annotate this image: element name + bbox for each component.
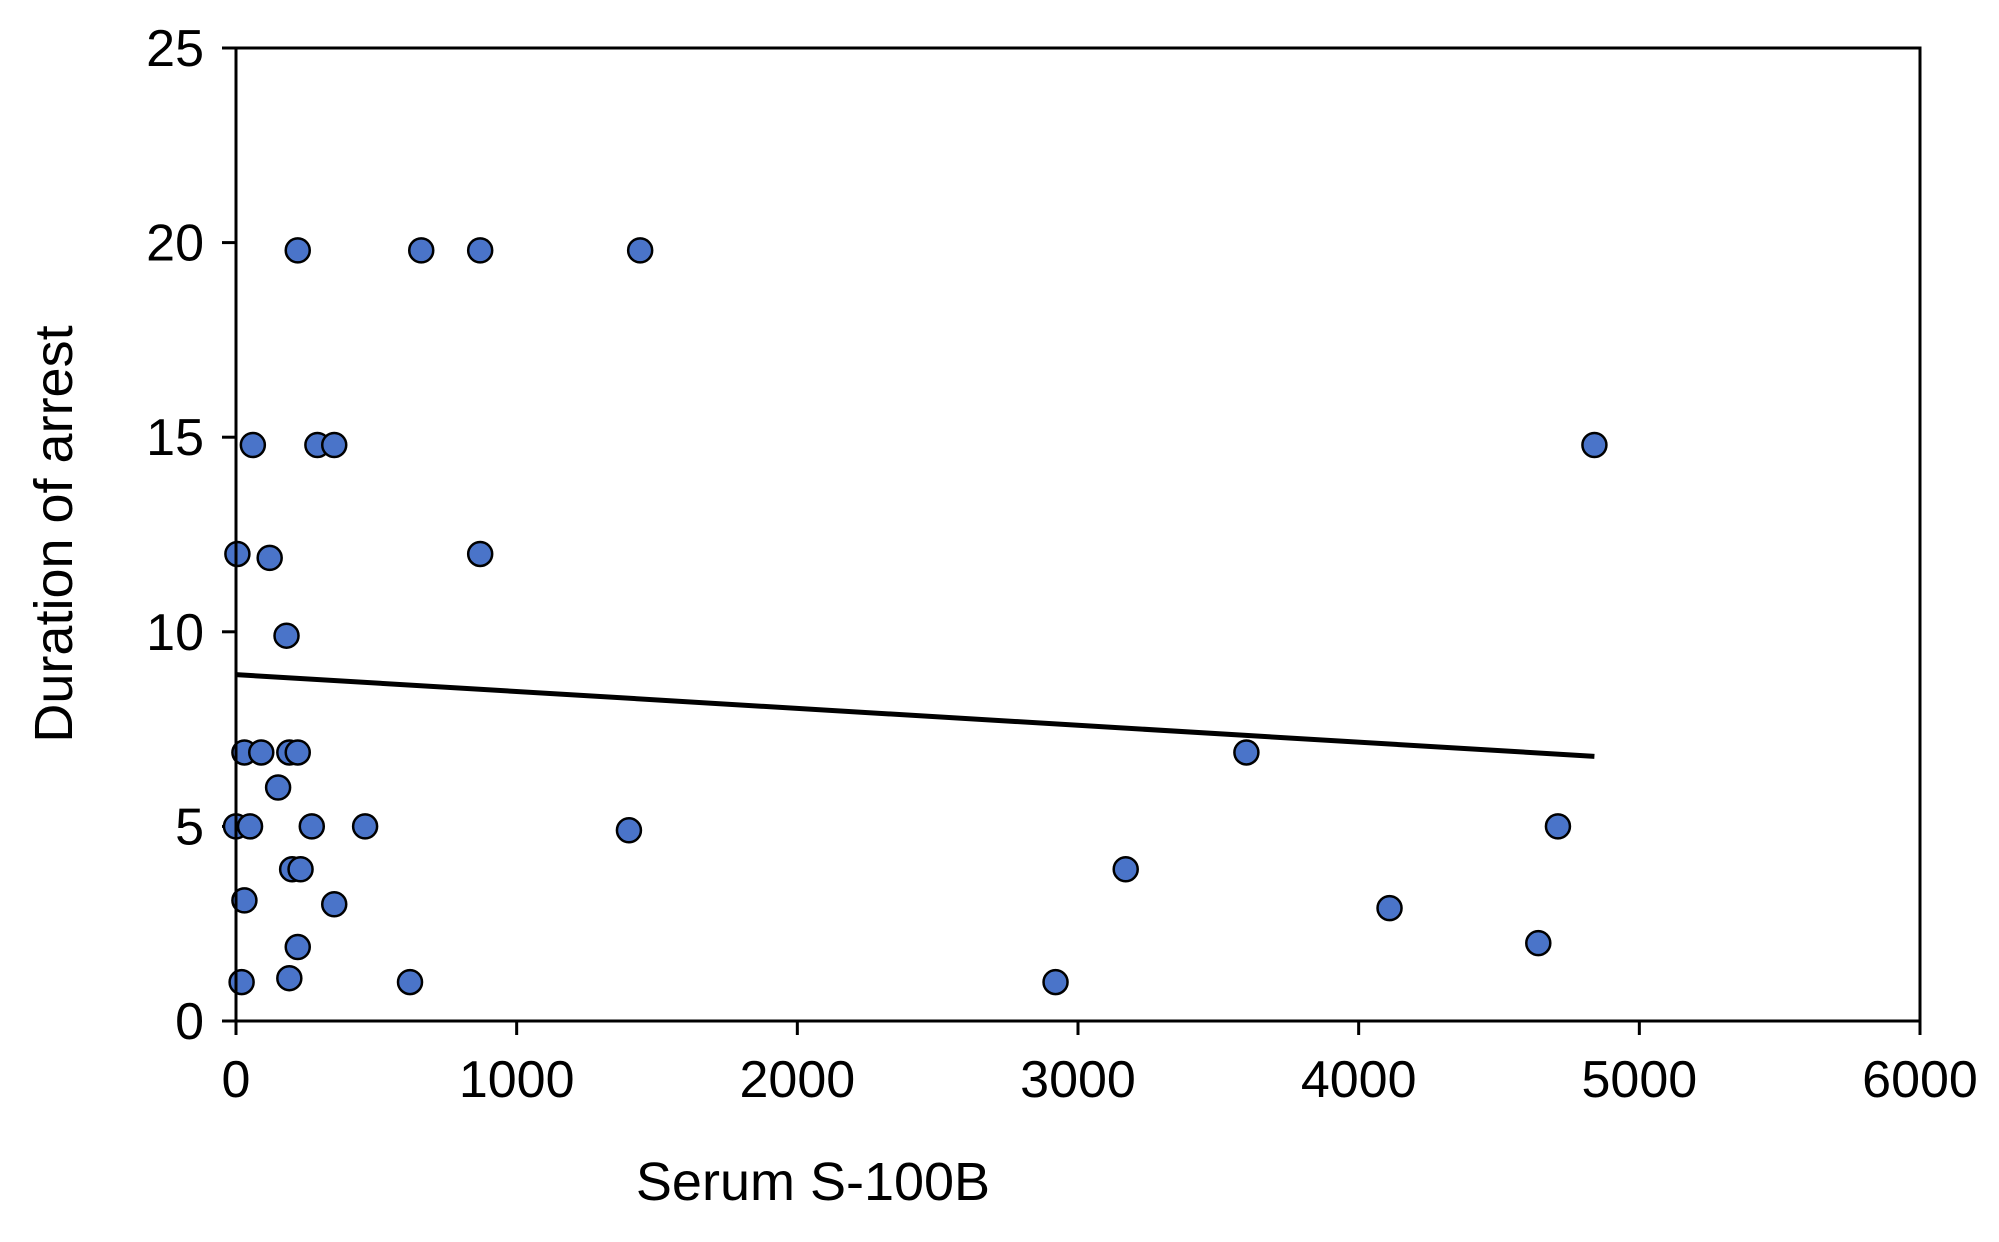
x-tick-label: 4000 [1301,1051,1417,1109]
data-point [287,855,314,883]
data-point [264,774,292,801]
data-point [256,544,283,572]
plot-area-frame [234,46,1922,1023]
data-point [1525,929,1552,957]
data-point [466,540,494,568]
data-point [1042,968,1069,996]
x-tick-label: 3000 [1020,1051,1136,1109]
y-tick-label: 10 [146,604,204,662]
x-axis-title: Serum S-100B [636,1152,990,1212]
data-point [284,933,311,961]
data-point [1544,813,1572,840]
data-point [228,968,255,996]
data-point [276,964,303,992]
data-point [1112,855,1139,883]
y-tick-label: 0 [175,993,204,1051]
y-axis-title: Duration of arrest [24,325,84,742]
y-tick-label: 25 [146,20,204,78]
data-point [407,237,435,264]
data-point [239,431,267,459]
regression-line [235,672,1595,759]
data-point [273,622,300,649]
data-point [320,890,348,918]
x-tick-label: 0 [222,1051,251,1109]
tick-labels-layer: 0 1000 2000 3000 4000 5000 6000 0 5 10 15 20 25 [146,20,1978,1109]
y-tick-label: 15 [146,409,204,467]
ticks-layer [222,46,1922,1035]
data-point [298,813,326,840]
data-point [615,817,643,844]
x-tick-label: 2000 [739,1051,855,1109]
data-point [1233,739,1260,766]
data-point [236,813,264,840]
points-layer [222,237,1608,996]
x-tick-label: 6000 [1862,1051,1978,1109]
y-tick-label: 20 [146,215,204,273]
data-point [284,739,311,766]
trendline-layer [235,672,1595,759]
data-point [284,237,311,264]
data-point [320,431,348,459]
data-point [466,237,494,264]
data-point [1376,894,1403,922]
data-point [626,237,654,264]
x-tick-label: 5000 [1581,1051,1697,1109]
data-point [351,813,379,840]
y-tick-label: 5 [175,798,204,856]
data-point [1581,431,1608,459]
data-point [396,968,424,996]
data-point [231,887,258,914]
x-tick-label: 1000 [459,1051,575,1109]
data-point [248,739,275,766]
